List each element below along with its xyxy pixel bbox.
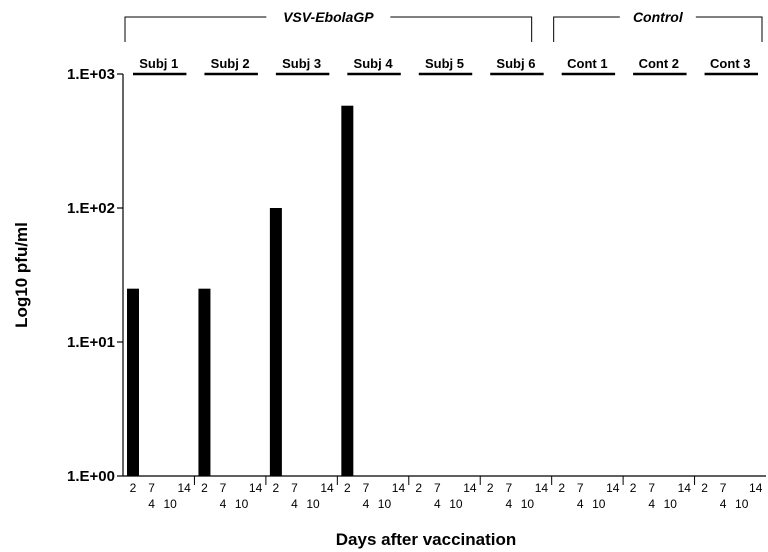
day-label: 4 [434,497,441,511]
day-label: 7 [220,481,227,495]
day-label: 2 [344,481,351,495]
bar [269,208,282,476]
day-label: 2 [201,481,208,495]
day-label: 14 [463,481,477,495]
chart-axes [117,16,766,485]
day-label: 7 [577,481,584,495]
day-label: 2 [273,481,280,495]
day-label: 14 [177,481,191,495]
day-label: 2 [630,481,637,495]
subject-label: Subj 3 [282,56,321,71]
day-label: 7 [648,481,655,495]
day-label: 7 [291,481,298,495]
subject-label: Cont 2 [639,56,679,71]
day-label: 10 [378,497,392,511]
y-tick-label: 1.E+02 [67,200,115,217]
group-bracket [695,16,763,42]
day-label: 10 [163,497,177,511]
day-label: 10 [521,497,535,511]
bar [198,288,211,476]
day-label: 2 [558,481,565,495]
subject-label: Subj 5 [425,56,464,71]
day-label: 4 [363,497,370,511]
bar [341,105,354,476]
subject-label: Subj 6 [496,56,535,71]
day-label: 4 [220,497,227,511]
subject-label: Subj 4 [354,56,394,71]
day-label: 10 [306,497,320,511]
day-label: 7 [720,481,727,495]
subject-label: Cont 1 [567,56,607,71]
day-label: 7 [505,481,512,495]
day-label: 14 [320,481,334,495]
day-label: 7 [148,481,155,495]
day-label: 14 [535,481,549,495]
y-axis-title: Log10 pfu/ml [12,222,31,328]
day-label: 10 [735,497,749,511]
day-label: 2 [487,481,494,495]
day-label: 10 [235,497,249,511]
day-label: 4 [577,497,584,511]
day-label: 14 [606,481,620,495]
day-label: 14 [249,481,263,495]
day-label: 10 [449,497,463,511]
day-label: 4 [148,497,155,511]
day-label: 4 [505,497,512,511]
subject-label: Subj 1 [139,56,178,71]
y-tick-label: 1.E+00 [67,468,115,485]
group-label: VSV-EbolaGP [283,9,374,25]
day-label: 7 [363,481,370,495]
group-bracket [390,16,533,42]
day-label: 14 [749,481,763,495]
bar [127,288,139,476]
y-tick-label: 1.E+01 [67,334,115,351]
day-label: 10 [592,497,606,511]
x-axis-title: Days after vaccination [336,530,516,549]
day-label: 4 [291,497,298,511]
day-label: 10 [664,497,678,511]
day-label: 2 [130,481,137,495]
group-bracket [124,16,267,42]
group-label: Control [633,9,684,25]
day-label: 4 [720,497,727,511]
group-bracket [553,16,620,42]
subject-label: Subj 2 [211,56,250,71]
day-label: 4 [648,497,655,511]
day-label: 2 [701,481,708,495]
subject-label: Cont 3 [710,56,750,71]
day-label: 7 [434,481,441,495]
day-label: 14 [678,481,692,495]
day-label: 2 [415,481,422,495]
day-label: 14 [392,481,406,495]
y-tick-label: 1.E+03 [67,66,115,83]
chart-bars [127,105,354,476]
